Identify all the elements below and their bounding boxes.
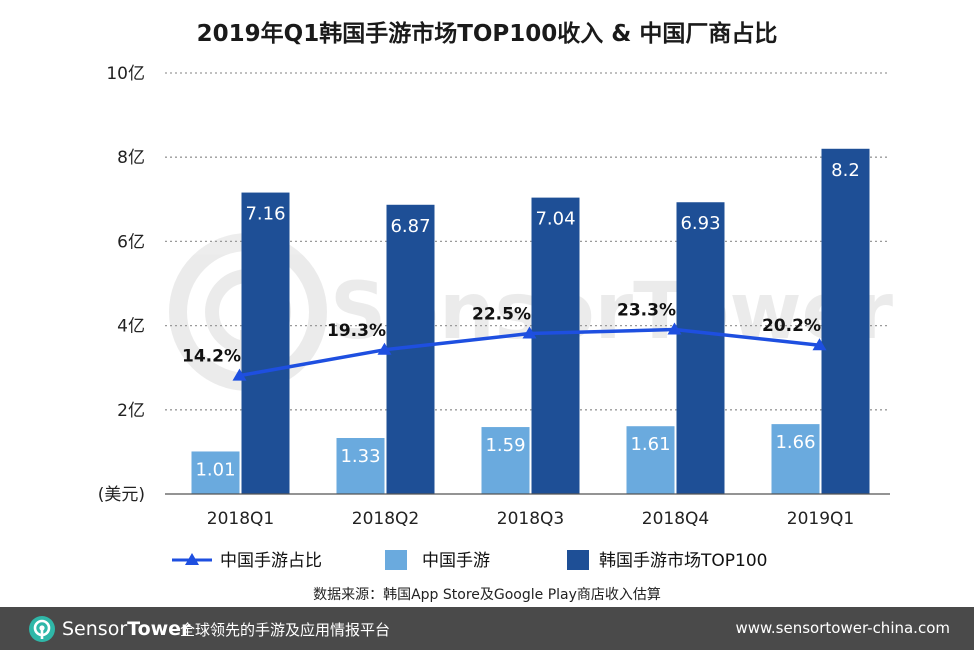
share-marker [232, 368, 247, 381]
data-label-share: 20.2% [762, 316, 821, 336]
x-tick-label: 2018Q4 [642, 509, 709, 529]
legend-label-china: 中国手游 [422, 551, 490, 571]
data-label-china: 1.59 [485, 435, 525, 456]
x-tick-label: 2018Q2 [352, 509, 419, 529]
legend-label-share: 中国手游占比 [220, 551, 322, 571]
bar-china-2018Q2 [336, 438, 385, 494]
legend-swatch-china [385, 550, 407, 570]
footer-brand-sensor: Sensor [62, 618, 128, 640]
data-label-share: 14.2% [182, 347, 241, 367]
footer-bar: SensorTower 全球领先的手游及应用情报平台 www.sensortow… [0, 607, 974, 650]
x-tick-label: 2018Q3 [497, 509, 564, 529]
y-tick-label: 6亿 [117, 232, 145, 252]
bar-korea-2018Q3 [531, 197, 580, 494]
footer-website-link[interactable]: www.sensortower-china.com [735, 619, 950, 637]
data-label-korea: 7.04 [535, 209, 575, 230]
chart-title: 2019年Q1韩国手游市场TOP100收入 & 中国厂商占比 [196, 21, 778, 47]
share-marker [522, 326, 537, 339]
data-label-korea: 6.93 [680, 213, 720, 234]
y-tick-label: 2亿 [117, 401, 145, 421]
x-tick-label: 2018Q1 [207, 509, 274, 529]
data-label-china: 1.33 [340, 446, 380, 467]
chart: SensorTower 1.017.161.336.871.597.041.61… [98, 64, 894, 571]
data-label-china: 1.66 [775, 432, 815, 453]
bar-china-2018Q3 [481, 427, 530, 494]
y-tick-label: 10亿 [106, 64, 145, 84]
bar-korea-2019Q1 [821, 148, 870, 494]
data-label-korea: 7.16 [245, 204, 285, 225]
bar-china-2018Q4 [626, 426, 675, 494]
sensortower-logo-icon [29, 616, 55, 642]
bar-korea-2018Q4 [676, 202, 725, 494]
x-tick-label: 2019Q1 [787, 509, 854, 529]
bar-korea-2018Q1 [241, 192, 290, 494]
data-label-china: 1.01 [195, 459, 235, 480]
footer-brand: SensorTower [62, 618, 190, 640]
y-unit-label: (美元) [98, 485, 145, 505]
legend-swatch-korea [567, 550, 589, 570]
data-label-korea: 8.2 [831, 160, 860, 181]
data-label-korea: 6.87 [390, 216, 430, 237]
data-label-share: 22.5% [472, 305, 531, 325]
bar-china-2018Q1 [191, 451, 240, 494]
bar-china-2019Q1 [771, 424, 820, 494]
data-label-china: 1.61 [630, 434, 670, 455]
footer-logo[interactable]: SensorTower [28, 615, 190, 643]
share-marker [667, 322, 682, 335]
data-label-share: 19.3% [327, 321, 386, 341]
y-tick-label: 8亿 [117, 148, 145, 168]
y-tick-label: 4亿 [117, 317, 145, 337]
share-marker [377, 342, 392, 355]
footer-tagline: 全球领先的手游及应用情报平台 [180, 621, 391, 639]
legend-label-korea: 韩国手游市场TOP100 [599, 551, 767, 571]
source-note: 数据来源：韩国App Store及Google Play商店收入估算 [313, 587, 661, 603]
share-marker [812, 338, 827, 351]
legend-marker-share [185, 553, 199, 565]
data-label-share: 23.3% [617, 300, 676, 320]
footer-brand-tower: Tower [127, 618, 191, 640]
